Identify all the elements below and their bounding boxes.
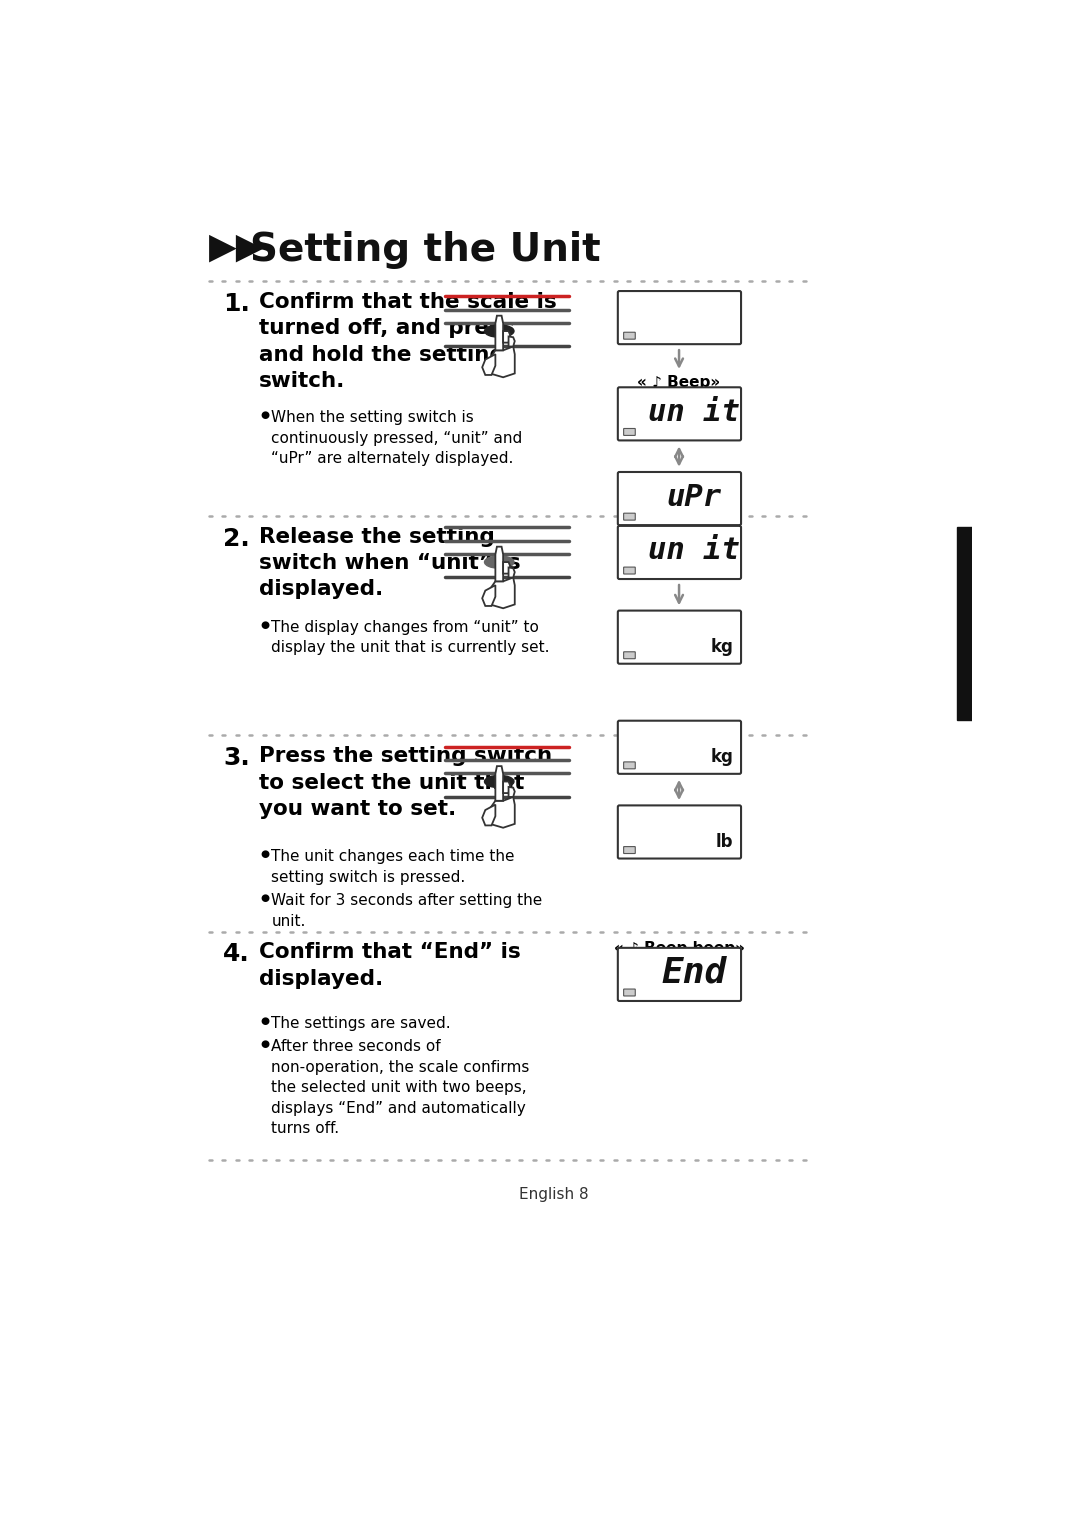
Polygon shape	[496, 316, 503, 350]
Text: « ♪ Beep beep»: « ♪ Beep beep»	[613, 941, 744, 956]
Text: kg: kg	[711, 748, 733, 767]
Text: ▶▶: ▶▶	[208, 231, 265, 266]
Polygon shape	[509, 786, 515, 797]
Polygon shape	[482, 354, 496, 376]
Polygon shape	[482, 805, 496, 826]
FancyBboxPatch shape	[623, 652, 635, 658]
Text: Release the setting
switch when “unit” is
displayed.: Release the setting switch when “unit” i…	[259, 527, 521, 600]
Text: Confirm that the scale is
turned off, and press
and hold the setting
switch.: Confirm that the scale is turned off, an…	[259, 292, 557, 391]
FancyBboxPatch shape	[623, 429, 635, 435]
Text: ●: ●	[260, 893, 270, 902]
FancyBboxPatch shape	[618, 805, 741, 858]
Text: 1.: 1.	[222, 292, 249, 316]
Text: The unit changes each time the
setting switch is pressed.: The unit changes each time the setting s…	[271, 849, 515, 884]
Text: 4.: 4.	[222, 942, 249, 967]
FancyBboxPatch shape	[623, 762, 635, 768]
FancyBboxPatch shape	[618, 388, 741, 440]
FancyBboxPatch shape	[618, 948, 741, 1002]
Polygon shape	[496, 547, 503, 582]
FancyBboxPatch shape	[623, 333, 635, 339]
Text: uPr: uPr	[666, 483, 721, 512]
Text: ●: ●	[260, 620, 270, 629]
FancyBboxPatch shape	[623, 513, 635, 521]
Polygon shape	[490, 577, 515, 608]
FancyBboxPatch shape	[623, 989, 635, 996]
Polygon shape	[482, 585, 496, 606]
FancyBboxPatch shape	[618, 292, 741, 344]
Ellipse shape	[485, 556, 514, 568]
Text: « ♪ Beep»: « ♪ Beep»	[637, 525, 720, 541]
FancyBboxPatch shape	[623, 567, 635, 574]
Text: un it: un it	[648, 399, 740, 428]
Polygon shape	[509, 336, 515, 347]
Text: « ♪ Beep»: « ♪ Beep»	[637, 376, 720, 389]
Text: ●: ●	[260, 1040, 270, 1049]
Text: ●: ●	[260, 849, 270, 860]
Text: The settings are saved.: The settings are saved.	[271, 1017, 451, 1031]
Text: End: End	[661, 956, 727, 989]
Ellipse shape	[485, 325, 514, 337]
FancyBboxPatch shape	[618, 721, 741, 774]
Text: English 8: English 8	[518, 1188, 589, 1202]
Polygon shape	[490, 347, 515, 377]
Text: Confirm that “End” is
displayed.: Confirm that “End” is displayed.	[259, 942, 521, 989]
Polygon shape	[496, 767, 503, 800]
Polygon shape	[503, 331, 510, 342]
Text: Setting the Unit: Setting the Unit	[249, 231, 600, 269]
Text: 3.: 3.	[222, 747, 249, 770]
Text: 2.: 2.	[222, 527, 249, 551]
Text: kg: kg	[711, 638, 733, 657]
Polygon shape	[509, 568, 515, 577]
Polygon shape	[490, 797, 515, 828]
Polygon shape	[503, 782, 510, 793]
Text: ●: ●	[260, 411, 270, 420]
Text: un it: un it	[648, 536, 740, 565]
Text: Press the setting switch
to select the unit that
you want to set.: Press the setting switch to select the u…	[259, 747, 552, 818]
Text: The display changes from “unit” to
display the unit that is currently set.: The display changes from “unit” to displ…	[271, 620, 550, 655]
Text: When the setting switch is
continuously pressed, “unit” and
“uPr” are alternatel: When the setting switch is continuously …	[271, 411, 523, 466]
Bar	[957, 527, 972, 719]
Text: lb: lb	[716, 832, 733, 851]
Text: ●: ●	[260, 1017, 270, 1026]
FancyBboxPatch shape	[618, 525, 741, 579]
Polygon shape	[503, 562, 510, 574]
FancyBboxPatch shape	[618, 611, 741, 664]
Text: After three seconds of
non-operation, the scale confirms
the selected unit with : After three seconds of non-operation, th…	[271, 1040, 530, 1136]
FancyBboxPatch shape	[623, 846, 635, 854]
Text: Wait for 3 seconds after setting the
unit.: Wait for 3 seconds after setting the uni…	[271, 893, 542, 928]
FancyBboxPatch shape	[618, 472, 741, 525]
Ellipse shape	[485, 776, 514, 788]
